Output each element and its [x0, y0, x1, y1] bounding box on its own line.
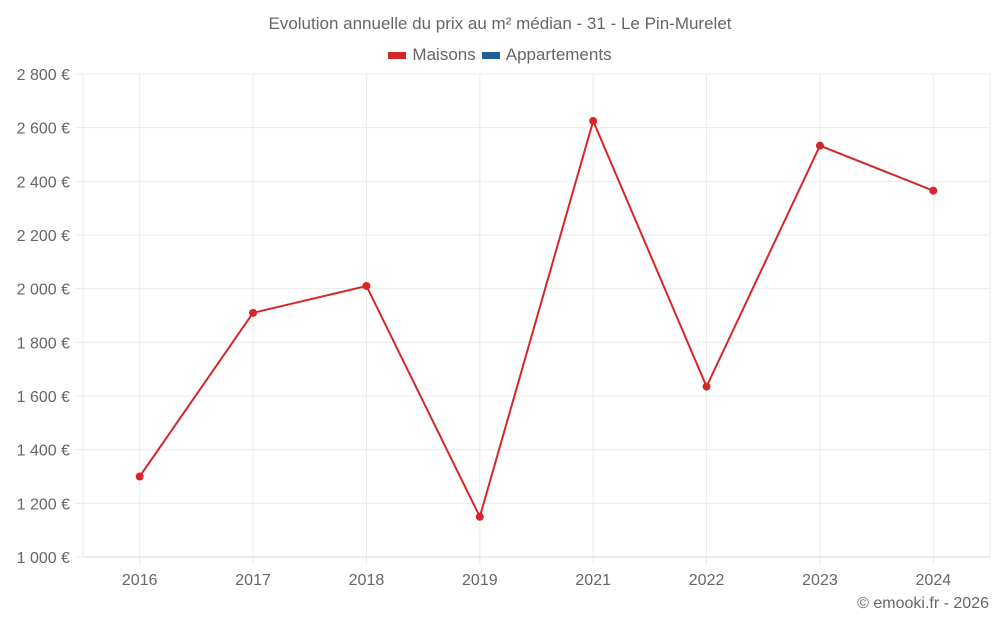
data-point[interactable] [702, 382, 711, 391]
y-tick-label: 2 800 € [17, 67, 70, 84]
x-tick-label: 2024 [916, 572, 952, 589]
y-tick-label: 2 400 € [17, 174, 70, 191]
y-tick-label: 2 200 € [17, 228, 70, 245]
y-tick-label: 1 000 € [17, 550, 70, 567]
x-tick-label: 2018 [349, 572, 385, 589]
y-tick-label: 2 600 € [17, 121, 70, 138]
data-point[interactable] [362, 281, 371, 290]
data-point[interactable] [475, 512, 484, 521]
chart-title: Evolution annuelle du prix au m² médian … [268, 14, 732, 33]
legend-swatch-maisons-icon [388, 51, 407, 59]
x-axis-labels: 2016 2017 2018 2019 2021 2022 2023 2024 [122, 572, 951, 589]
data-point[interactable] [249, 308, 258, 317]
x-tick-label: 2019 [462, 572, 498, 589]
y-tick-label: 1 600 € [17, 389, 70, 406]
data-point[interactable] [815, 141, 824, 150]
x-tick-label: 2022 [689, 572, 725, 589]
x-gridlines [82, 74, 991, 565]
x-tick-label: 2023 [802, 572, 838, 589]
series-maisons [135, 116, 938, 521]
x-tick-label: 2017 [235, 572, 271, 589]
copyright-credit: © emooki.fr - 2026 [857, 595, 989, 612]
y-tick-label: 2 000 € [17, 282, 70, 299]
y-tick-label: 1 800 € [17, 335, 70, 352]
y-tick-label: 1 200 € [17, 496, 70, 513]
data-point[interactable] [929, 186, 938, 195]
y-axis-labels: 1 000 € 1 200 € 1 400 € 1 600 € 1 800 € 2 000… [17, 67, 70, 567]
legend-label: Maisons [412, 45, 476, 64]
legend-swatch-appartements-icon [481, 51, 500, 59]
y-tick-label: 1 400 € [17, 443, 70, 460]
y-gridlines [75, 73, 990, 558]
data-point[interactable] [589, 116, 598, 125]
data-point[interactable] [135, 472, 144, 481]
chart-legend: Maisons Appartements [0, 45, 1000, 65]
legend-item-maisons[interactable]: Maisons [388, 45, 476, 65]
x-tick-label: 2021 [575, 572, 611, 589]
legend-item-appartements[interactable]: Appartements [481, 45, 612, 65]
x-tick-label: 2016 [122, 572, 158, 589]
legend-label: Appartements [505, 45, 612, 64]
